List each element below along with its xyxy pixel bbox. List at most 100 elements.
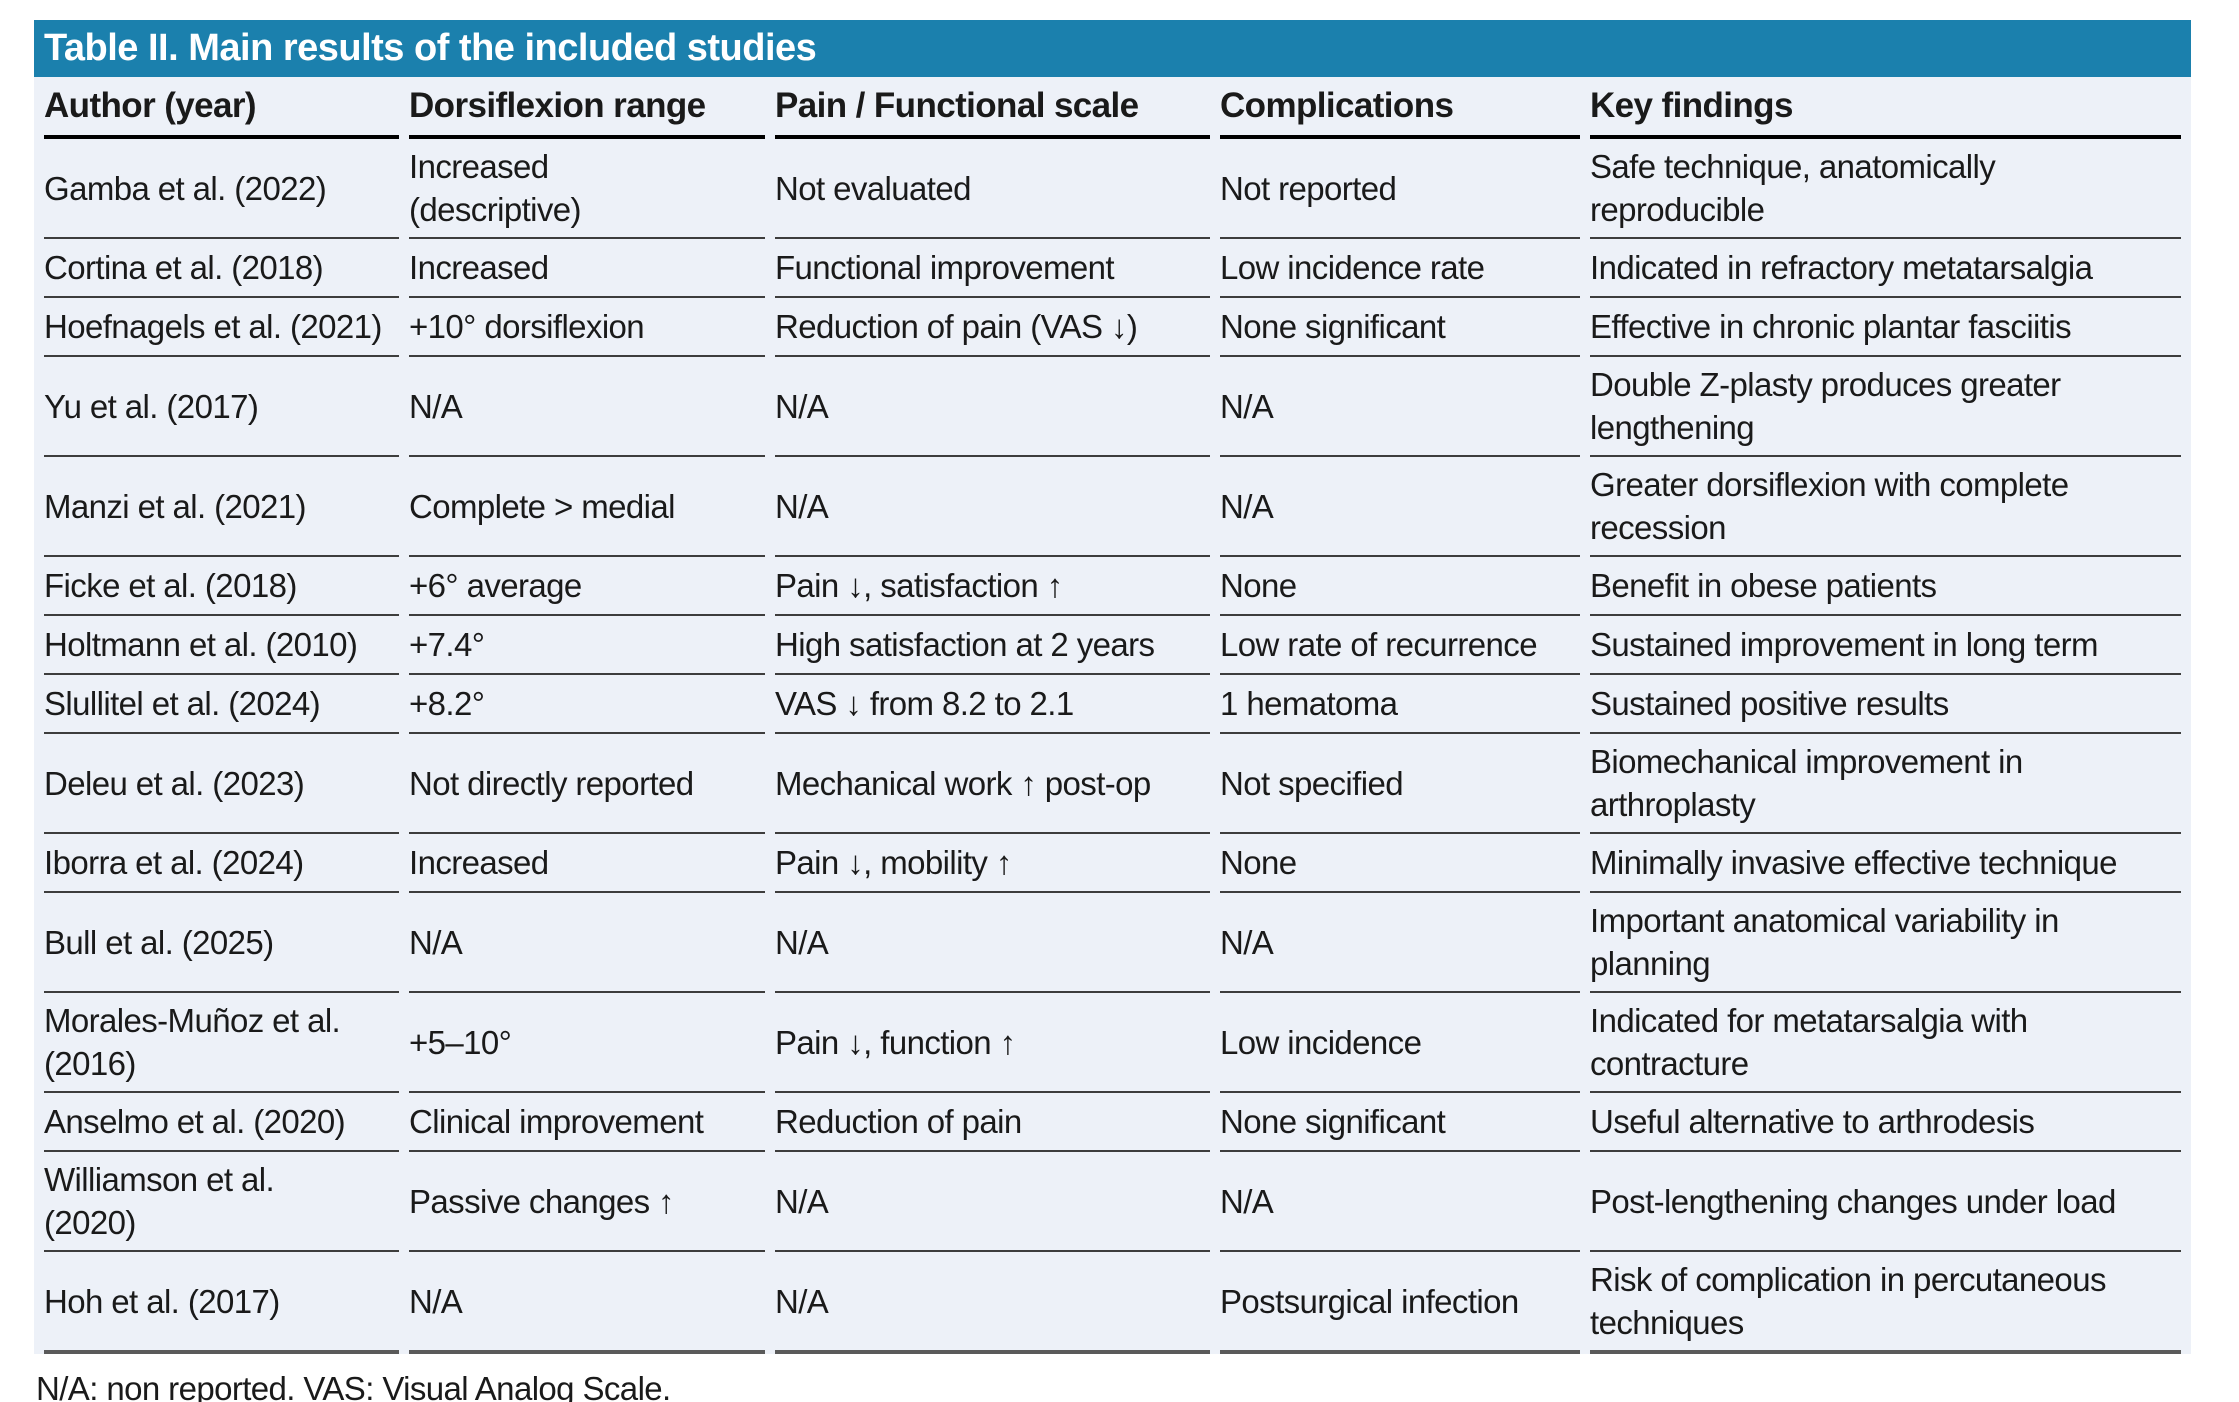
table-cell: N/A bbox=[775, 1152, 1210, 1252]
table-cell: Indicated for metatarsalgia with contrac… bbox=[1590, 993, 2181, 1093]
table-cell: Hoh et al. (2017) bbox=[44, 1252, 399, 1354]
table-row: Iborra et al. (2024) Increased Pain ↓, mob… bbox=[44, 834, 2181, 893]
table-header-row: Author (year) Dorsiflexion range Pain / Fu… bbox=[44, 77, 2181, 139]
table-row: Williamson et al. (2020) Passive changes … bbox=[44, 1152, 2181, 1252]
table-cell: Yu et al. (2017) bbox=[44, 357, 399, 457]
table-cell: Not evaluated bbox=[775, 139, 1210, 239]
table-cell: Pain ↓, mobility ↑ bbox=[775, 834, 1210, 893]
table-cell: Pain ↓, function ↑ bbox=[775, 993, 1210, 1093]
table-cell: High satisfaction at 2 years bbox=[775, 616, 1210, 675]
table-cell: Ficke et al. (2018) bbox=[44, 557, 399, 616]
table-row: Slullitel et al. (2024) +8.2° VAS ↓ from 8… bbox=[44, 675, 2181, 734]
table-cell: Deleu et al. (2023) bbox=[44, 734, 399, 834]
table-row: Deleu et al. (2023) Not directly reported… bbox=[44, 734, 2181, 834]
table-cell: Bull et al. (2025) bbox=[44, 893, 399, 993]
table-cell: Passive changes ↑ bbox=[409, 1152, 765, 1252]
table-cell: Clinical improvement bbox=[409, 1093, 765, 1152]
table-cell: Post-lengthening changes under load bbox=[1590, 1152, 2181, 1252]
table-cell: Sustained positive results bbox=[1590, 675, 2181, 734]
table-cell: VAS ↓ from 8.2 to 2.1 bbox=[775, 675, 1210, 734]
table-cell: Sustained improvement in long term bbox=[1590, 616, 2181, 675]
table-cell: Hoefnagels et al. (2021) bbox=[44, 298, 399, 357]
table-cell: Morales-Muñoz et al. (2016) bbox=[44, 993, 399, 1093]
table-cell: Cortina et al. (2018) bbox=[44, 239, 399, 298]
table-cell: Biomechanical improvement in arthroplast… bbox=[1590, 734, 2181, 834]
table-cell: Slullitel et al. (2024) bbox=[44, 675, 399, 734]
table-cell: Indicated in refractory metatarsalgia bbox=[1590, 239, 2181, 298]
table-title-bar: Table II. Main results of the included s… bbox=[34, 20, 2191, 77]
table-cell: Safe technique, anatomically reproducibl… bbox=[1590, 139, 2181, 239]
column-header: Key findings bbox=[1590, 77, 2181, 139]
table-cell: Low incidence bbox=[1220, 993, 1580, 1093]
table-cell: N/A bbox=[1220, 357, 1580, 457]
table-cell: Minimally invasive effective technique bbox=[1590, 834, 2181, 893]
table-cell: Reduction of pain bbox=[775, 1093, 1210, 1152]
table-cell: Useful alternative to arthrodesis bbox=[1590, 1093, 2181, 1152]
table-row: Hoefnagels et al. (2021) +10° dorsiflexio… bbox=[44, 298, 2181, 357]
table-row: Manzi et al. (2021) Complete > medial N/A N… bbox=[44, 457, 2181, 557]
table-footnote: N/A: non reported. VAS: Visual Analog Sc… bbox=[36, 1370, 671, 1402]
table-cell: Manzi et al. (2021) bbox=[44, 457, 399, 557]
table-cell: N/A bbox=[1220, 893, 1580, 993]
table-title: Table II. Main results of the included s… bbox=[44, 27, 817, 69]
table-cell: N/A bbox=[775, 1252, 1210, 1354]
table-row: Bull et al. (2025) N/A N/A N/A Important ana… bbox=[44, 893, 2181, 993]
table-row: Gamba et al. (2022) Increased (descriptiv… bbox=[44, 139, 2181, 239]
table-cell: Increased bbox=[409, 239, 765, 298]
table-cell: None significant bbox=[1220, 298, 1580, 357]
table-cell: Increased bbox=[409, 834, 765, 893]
table-cell: Anselmo et al. (2020) bbox=[44, 1093, 399, 1152]
table-cell: Complete > medial bbox=[409, 457, 765, 557]
table-row: Ficke et al. (2018) +6° average Pain ↓, sa… bbox=[44, 557, 2181, 616]
column-header: Pain / Functional scale bbox=[775, 77, 1210, 139]
column-header: Dorsiflexion range bbox=[409, 77, 765, 139]
table-cell: N/A bbox=[775, 893, 1210, 993]
table-row: Anselmo et al. (2020) Clinical improvemen… bbox=[44, 1093, 2181, 1152]
table-cell: Risk of complication in percutaneous tec… bbox=[1590, 1252, 2181, 1354]
table-cell: Pain ↓, satisfaction ↑ bbox=[775, 557, 1210, 616]
column-header: Complications bbox=[1220, 77, 1580, 139]
table-cell: N/A bbox=[409, 357, 765, 457]
table-cell: N/A bbox=[409, 1252, 765, 1354]
table-row: Hoh et al. (2017) N/A N/A Postsurgical infe… bbox=[44, 1252, 2181, 1354]
table-cell: Not directly reported bbox=[409, 734, 765, 834]
table-cell: +7.4° bbox=[409, 616, 765, 675]
table-cell: Benefit in obese patients bbox=[1590, 557, 2181, 616]
table-cell: None significant bbox=[1220, 1093, 1580, 1152]
table-cell: N/A bbox=[409, 893, 765, 993]
table-cell: N/A bbox=[1220, 1152, 1580, 1252]
table-cell: +8.2° bbox=[409, 675, 765, 734]
table-cell: +5–10° bbox=[409, 993, 765, 1093]
table-cell: Gamba et al. (2022) bbox=[44, 139, 399, 239]
table-cell: Important anatomical variability in plan… bbox=[1590, 893, 2181, 993]
column-header: Author (year) bbox=[44, 77, 399, 139]
table-cell: Greater dorsiflexion with complete reces… bbox=[1590, 457, 2181, 557]
table-cell: Increased (descriptive) bbox=[409, 139, 765, 239]
results-table-container: Table II. Main results of the included s… bbox=[34, 20, 2191, 1402]
table-cell: Double Z-plasty produces greater lengthe… bbox=[1590, 357, 2181, 457]
table-cell: Functional improvement bbox=[775, 239, 1210, 298]
table-cell: +10° dorsiflexion bbox=[409, 298, 765, 357]
table-cell: None bbox=[1220, 557, 1580, 616]
table-cell: 1 hematoma bbox=[1220, 675, 1580, 734]
table-cell: Not specified bbox=[1220, 734, 1580, 834]
table-cell: Williamson et al. (2020) bbox=[44, 1152, 399, 1252]
table-cell: N/A bbox=[775, 457, 1210, 557]
table-cell: Postsurgical infection bbox=[1220, 1252, 1580, 1354]
table-cell: N/A bbox=[1220, 457, 1580, 557]
table-cell: None bbox=[1220, 834, 1580, 893]
table-cell: Iborra et al. (2024) bbox=[44, 834, 399, 893]
table-cell: Reduction of pain (VAS ↓) bbox=[775, 298, 1210, 357]
table-cell: Holtmann et al. (2010) bbox=[44, 616, 399, 675]
table-cell: Effective in chronic plantar fasciitis bbox=[1590, 298, 2181, 357]
results-table: Author (year) Dorsiflexion range Pain / Fu… bbox=[34, 77, 2191, 1354]
table-cell: N/A bbox=[775, 357, 1210, 457]
table-cell: Mechanical work ↑ post-op bbox=[775, 734, 1210, 834]
table-row: Holtmann et al. (2010) +7.4° High satisfac… bbox=[44, 616, 2181, 675]
table-row: Cortina et al. (2018) Increased Functional… bbox=[44, 239, 2181, 298]
table-row: Morales-Muñoz et al. (2016) +5–10° Pain ↓,… bbox=[44, 993, 2181, 1093]
table-row: Yu et al. (2017) N/A N/A N/A Double Z-plasty… bbox=[44, 357, 2181, 457]
table-cell: Low incidence rate bbox=[1220, 239, 1580, 298]
table-cell: Low rate of recurrence bbox=[1220, 616, 1580, 675]
